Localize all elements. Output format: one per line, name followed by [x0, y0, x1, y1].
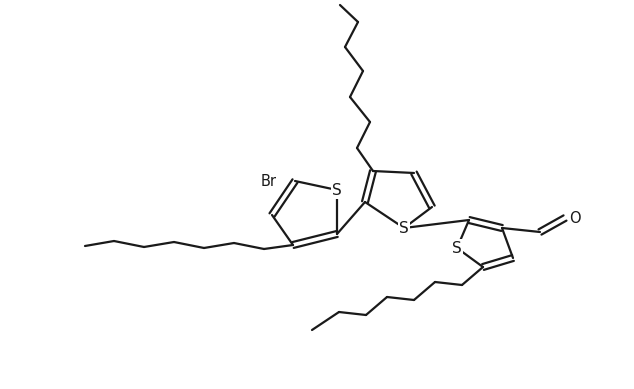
- Text: Br: Br: [261, 173, 277, 189]
- Text: S: S: [452, 240, 462, 256]
- Text: S: S: [332, 182, 342, 198]
- Text: O: O: [569, 210, 581, 226]
- Text: S: S: [399, 221, 409, 235]
